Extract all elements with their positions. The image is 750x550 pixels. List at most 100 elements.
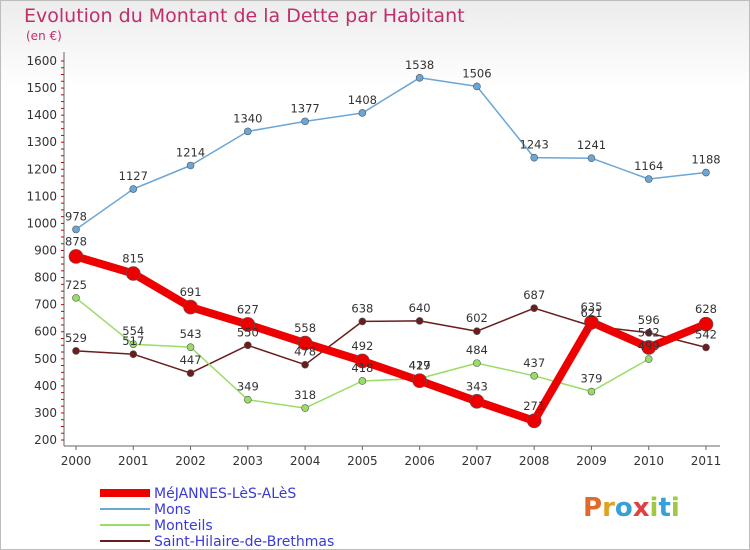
- series-monteils: [72, 294, 653, 412]
- data-label: 635: [580, 300, 602, 314]
- data-point: [186, 161, 195, 170]
- data-label: 379: [580, 372, 602, 386]
- data-point: [125, 266, 141, 281]
- x-tick-label: 2011: [691, 454, 722, 468]
- legend-item: Monteils: [100, 518, 213, 534]
- data-label: 558: [294, 321, 316, 335]
- data-label: 1214: [176, 145, 205, 159]
- data-label: 815: [122, 252, 144, 266]
- data-label: 349: [237, 380, 259, 394]
- data-point: [355, 353, 370, 369]
- data-label: 638: [351, 301, 373, 315]
- data-point: [469, 393, 485, 409]
- data-point: [129, 350, 138, 358]
- data-point: [72, 225, 80, 234]
- chart-title: Evolution du Montant de la Dette par Hab…: [24, 5, 465, 27]
- data-point: [244, 395, 252, 404]
- legend-label: Saint-Hilaire-de-Brethmas: [154, 534, 334, 550]
- data-point: [702, 168, 710, 177]
- data-point: [473, 359, 481, 367]
- data-point: [183, 299, 198, 315]
- data-point: [240, 317, 256, 332]
- x-tick-label: 2001: [118, 454, 149, 468]
- data-point: [530, 304, 538, 312]
- y-tick-label: 1400: [26, 108, 57, 122]
- data-point: [415, 317, 424, 325]
- y-tick-label: 1200: [26, 162, 57, 176]
- logo-letter: i: [650, 493, 659, 523]
- proxiti-logo-text: Proxiti: [583, 493, 680, 523]
- data-label: 542: [695, 327, 717, 341]
- data-label: 1506: [462, 66, 491, 80]
- data-point: [358, 317, 367, 326]
- data-point: [587, 154, 596, 162]
- y-tick-label: 1600: [26, 54, 57, 68]
- data-label: 691: [180, 285, 202, 299]
- data-label: 725: [65, 278, 87, 292]
- data-label: 1241: [577, 138, 606, 152]
- series-line: [72, 252, 710, 425]
- legend-label: Mons: [154, 502, 191, 518]
- data-point: [72, 294, 80, 302]
- y-tick-label: 1300: [26, 135, 57, 149]
- logo-letter: t: [658, 493, 670, 523]
- data-point: [358, 109, 367, 117]
- logo-letter: x: [633, 493, 650, 523]
- data-label: 318: [294, 388, 316, 402]
- x-tick-label: 2007: [462, 454, 493, 468]
- x-tick-label: 2000: [61, 454, 92, 468]
- series-line: [75, 77, 707, 231]
- data-point: [186, 343, 195, 351]
- legend: MéJANNES-LèS-ALèSMonsMonteilsSaint-Hilai…: [100, 486, 334, 550]
- legend-item: MéJANNES-LèS-ALèS: [100, 486, 296, 502]
- data-point: [702, 343, 710, 352]
- data-label: 978: [65, 209, 87, 223]
- data-labels: 978 1127 1214 1340 1377 1408 1538 1506 1243 1241 1…: [65, 58, 721, 413]
- data-label: 529: [65, 331, 87, 345]
- y-tick-label: 300: [34, 406, 57, 420]
- data-point: [301, 404, 309, 412]
- data-label: 1243: [520, 138, 549, 152]
- legend-item: Mons: [100, 502, 191, 518]
- logo-letter: P: [583, 493, 602, 523]
- data-point: [244, 127, 252, 136]
- y-tick-label: 400: [34, 379, 57, 393]
- data-label: 543: [180, 327, 202, 341]
- data-point: [473, 327, 481, 335]
- data-label: 499: [638, 339, 660, 353]
- x-tick-label: 2003: [233, 454, 264, 468]
- data-point: [301, 117, 309, 126]
- legend-label: MéJANNES-LèS-ALèS: [154, 486, 296, 502]
- data-point: [301, 360, 309, 369]
- data-point: [358, 377, 367, 385]
- data-label: 437: [523, 356, 545, 370]
- y-tick-label: 1500: [26, 81, 57, 95]
- data-point: [473, 82, 481, 91]
- data-point: [415, 73, 424, 82]
- data-label: 343: [466, 379, 488, 393]
- data-label: 1164: [634, 159, 663, 173]
- proxiti-logo: Proxiti: [583, 493, 680, 523]
- data-point: [72, 347, 80, 355]
- data-point: [530, 153, 538, 162]
- data-point: [644, 355, 653, 363]
- y-tick-label: 900: [34, 244, 57, 258]
- unit-label: (en €): [26, 29, 62, 43]
- data-label: 1127: [119, 169, 148, 183]
- series-saint-hilaire-de-brethmas: [72, 304, 710, 377]
- x-tick-label: 2005: [347, 454, 378, 468]
- legend-item: Saint-Hilaire-de-Brethmas: [100, 534, 334, 550]
- data-label: 687: [523, 288, 545, 302]
- data-label: 640: [409, 301, 431, 315]
- data-label: 492: [351, 339, 373, 353]
- data-label: 602: [466, 311, 488, 325]
- x-tick-label: 2006: [404, 454, 435, 468]
- data-label: 271: [523, 399, 545, 413]
- y-tick-label: 500: [34, 352, 57, 366]
- data-label: 447: [180, 353, 202, 367]
- logo-letter: r: [602, 493, 615, 523]
- data-point: [644, 175, 653, 183]
- x-tick-label: 2009: [576, 454, 607, 468]
- series-layer: [68, 73, 714, 429]
